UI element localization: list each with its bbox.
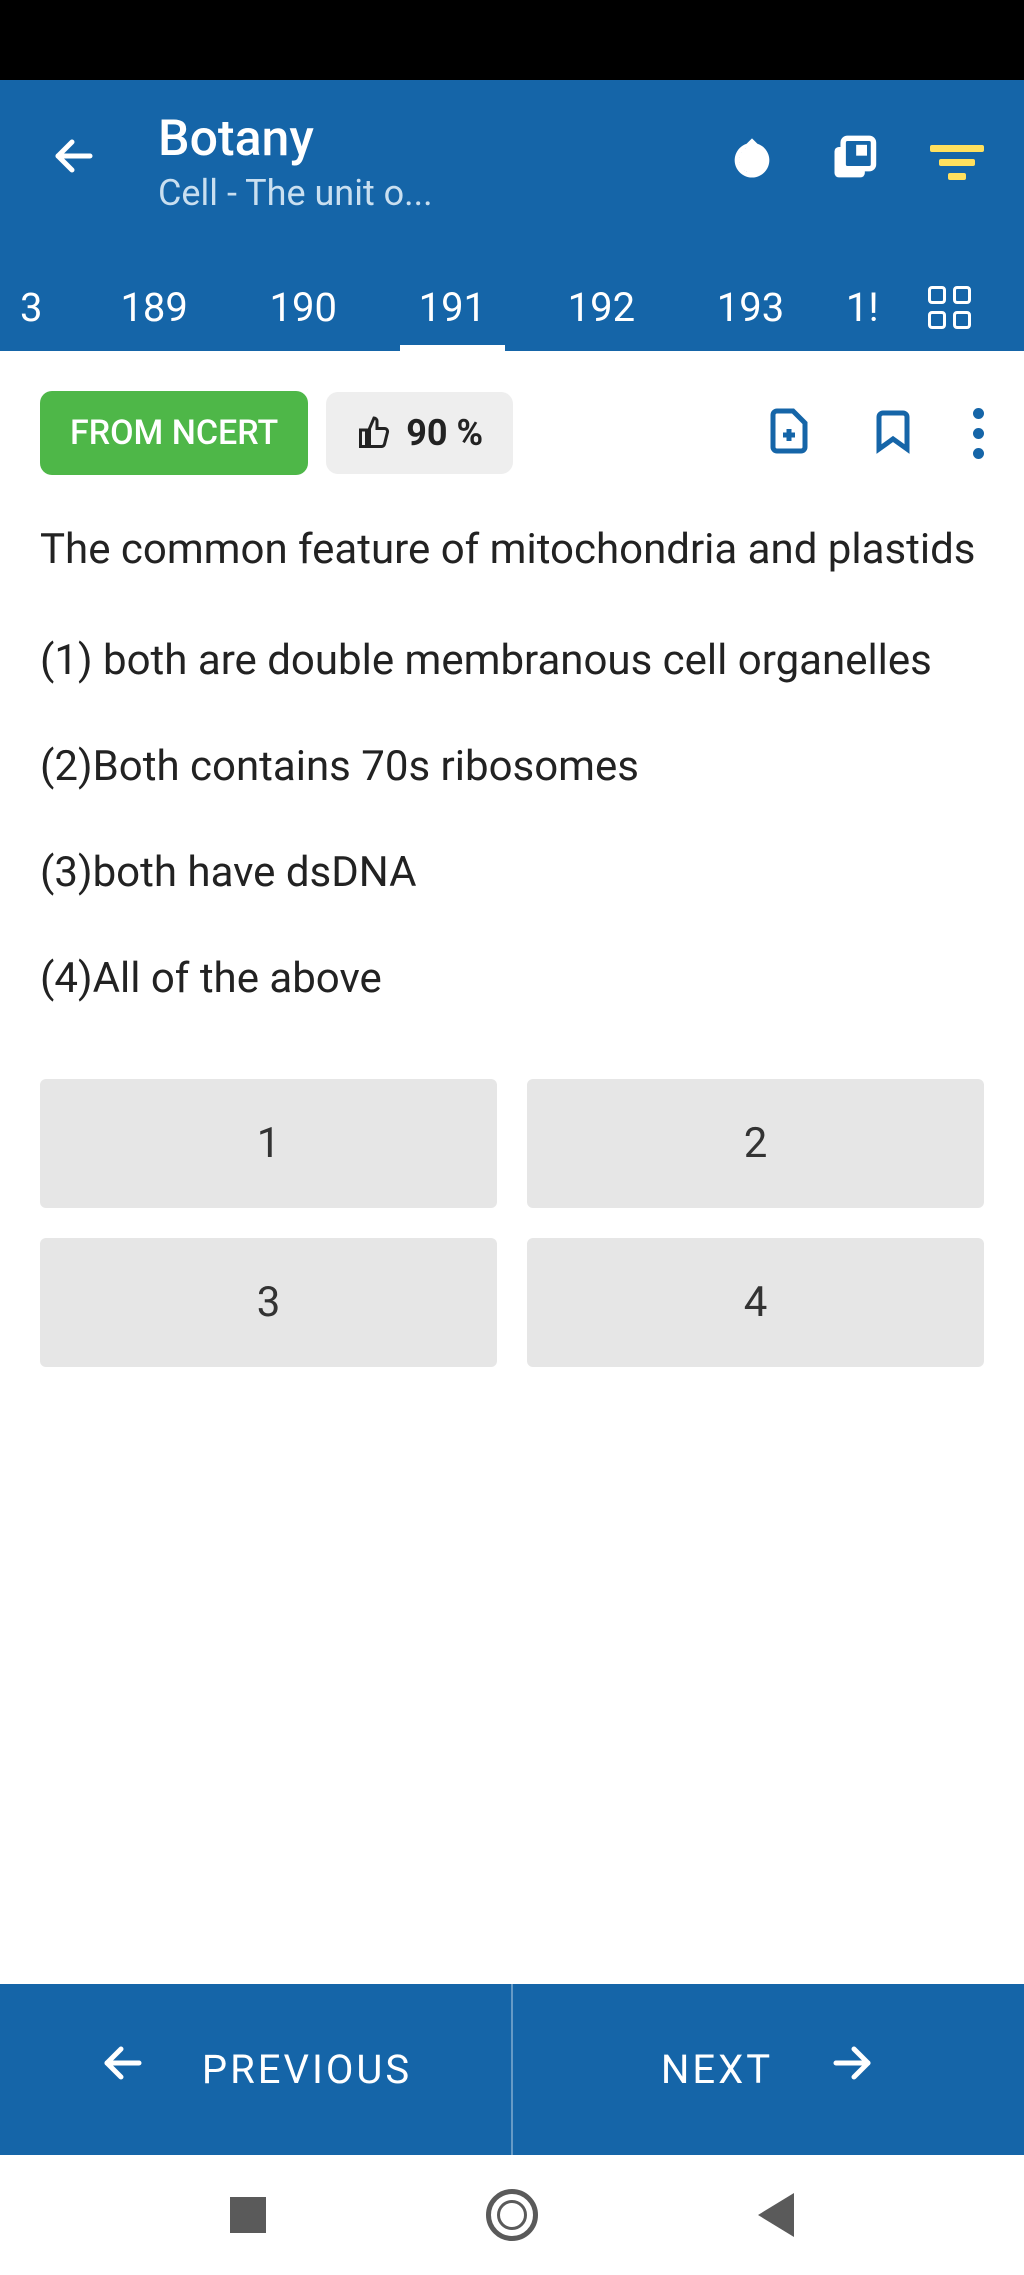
answer-button-4[interactable]: 4 <box>527 1238 984 1367</box>
option-3: (3)both have dsDNA <box>40 843 984 904</box>
option-2: (2)Both contains 70s ribosomes <box>40 737 984 798</box>
qnav-item-189[interactable]: 189 <box>80 264 229 351</box>
page-title: Botany <box>158 110 726 168</box>
bottom-nav: PREVIOUS NEXT <box>0 1984 1024 2155</box>
sys-back-icon[interactable] <box>758 2193 794 2237</box>
filter-icon[interactable] <box>930 145 984 180</box>
badge-row: FROM NCERT 90 % <box>40 391 984 475</box>
answer-button-2[interactable]: 2 <box>527 1079 984 1208</box>
qnav-item-192[interactable]: 192 <box>527 264 676 351</box>
next-button[interactable]: NEXT <box>513 1984 1024 2155</box>
cards-icon[interactable] <box>828 134 880 190</box>
qnav-peek-left[interactable]: 3 <box>0 264 80 351</box>
status-bar <box>0 0 1024 80</box>
app-header: Botany Cell - The unit o... <box>0 80 1024 244</box>
theme-icon[interactable] <box>726 134 778 190</box>
option-4: (4)All of the above <box>40 949 984 1010</box>
qnav-item-191[interactable]: 191 <box>378 264 527 351</box>
ncert-badge: FROM NCERT <box>40 391 308 475</box>
note-add-icon[interactable] <box>765 407 813 459</box>
back-button[interactable] <box>50 132 98 193</box>
previous-button[interactable]: PREVIOUS <box>0 1984 513 2155</box>
sys-home-icon[interactable] <box>486 2189 538 2241</box>
answer-button-1[interactable]: 1 <box>40 1079 497 1208</box>
option-1: (1) both are double membranous cell orga… <box>40 631 984 692</box>
question-text: The common feature of mitochondria and p… <box>40 520 984 581</box>
answer-button-3[interactable]: 3 <box>40 1238 497 1367</box>
question-nav: 3 189 190 191 192 193 1! <box>0 244 1024 351</box>
next-label: NEXT <box>661 2046 773 2093</box>
accuracy-badge: 90 % <box>326 392 513 474</box>
qnav-item-190[interactable]: 190 <box>229 264 378 351</box>
arrow-right-icon <box>828 2039 876 2100</box>
previous-label: PREVIOUS <box>202 2046 412 2093</box>
answer-grid: 1 2 3 4 <box>40 1079 984 1367</box>
qnav-item-194[interactable]: 1! <box>825 264 900 351</box>
qnav-grid-button[interactable] <box>900 266 1024 349</box>
accuracy-pct: 90 % <box>406 412 483 454</box>
page-subtitle: Cell - The unit o... <box>158 172 726 214</box>
arrow-left-icon <box>99 2039 147 2100</box>
sys-recent-icon[interactable] <box>230 2197 266 2233</box>
bookmark-icon[interactable] <box>869 407 917 459</box>
system-nav <box>0 2155 1024 2275</box>
content-area: FROM NCERT 90 % The common feature of mi… <box>0 351 1024 1984</box>
qnav-item-193[interactable]: 193 <box>676 264 825 351</box>
thumbs-up-icon <box>356 415 392 451</box>
more-icon[interactable] <box>973 408 984 459</box>
